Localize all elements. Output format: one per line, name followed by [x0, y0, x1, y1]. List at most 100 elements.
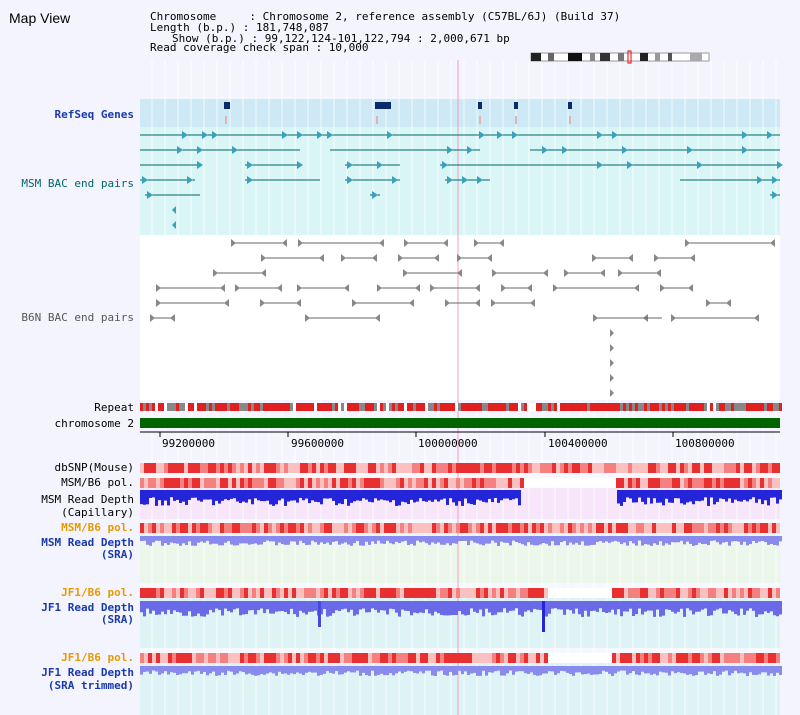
track-label-panel	[0, 0, 140, 715]
msm-pol2-cell	[160, 523, 164, 533]
jf1-pol2-cell	[720, 653, 724, 663]
msm-pol2-cell	[580, 523, 584, 533]
jf1-sra-depth-bar	[206, 601, 209, 615]
msm-pol2-cell	[236, 523, 240, 533]
jf1-pol2-cell	[732, 653, 736, 663]
jf1-trim-depth-bar	[641, 666, 644, 672]
jf1-trim-depth-bar	[155, 666, 158, 672]
msm-capillary-depth-bar	[350, 490, 353, 503]
msm-sra-depth-bar	[701, 536, 704, 545]
msm-pol-cell	[336, 478, 340, 488]
msm-pol-cell	[648, 478, 652, 488]
msm-pol2-cell	[604, 523, 608, 533]
repeat-segment	[452, 403, 455, 411]
repeat-segment	[728, 403, 731, 411]
jf1-pol-cell	[576, 588, 580, 598]
jf1-sra-depth-bar	[626, 601, 629, 612]
repeat-segment	[725, 403, 728, 411]
jf1-sra-depth-bar	[773, 601, 776, 616]
msm-pol2-cell	[420, 523, 424, 533]
msm-sra-depth-bar	[698, 536, 701, 543]
msm-sra-depth-bar	[605, 536, 608, 542]
msm-capillary-depth-bar	[497, 490, 500, 503]
repeat-segment	[344, 403, 347, 411]
jf1-trim-depth-bar	[191, 666, 194, 675]
jf1-trim-depth-bar	[683, 666, 686, 674]
msm-sra-depth-bar	[371, 536, 374, 542]
jf1-pol2-cell	[160, 653, 164, 663]
jf1-trim-depth-bar	[332, 666, 335, 674]
jf1-pol2-cell	[200, 653, 204, 663]
msm-capillary-depth-bar	[746, 490, 749, 502]
msm-capillary-depth-bar	[437, 490, 440, 502]
msm-pol-cell	[140, 478, 144, 488]
b6n-bac-end	[305, 314, 310, 322]
jf1-pol-cell	[752, 588, 756, 598]
jf1-sra-depth-bar	[632, 601, 635, 617]
dbsnp-cell	[588, 463, 592, 473]
jf1-sra-depth-bar	[659, 601, 662, 617]
msm-pol-cell	[708, 478, 712, 488]
msm-sra-depth-bar	[446, 536, 449, 544]
msm-pol2-cell	[200, 523, 204, 533]
repeat-segment	[419, 403, 422, 411]
jf1-pol2-cell	[576, 653, 580, 663]
jf1-trim-depth-bar	[716, 666, 719, 676]
msm-pol-cell	[460, 478, 464, 488]
jf1-trim-depth-bar	[410, 666, 413, 672]
dbsnp-cell	[624, 463, 628, 473]
jf1-pol2-cell	[208, 653, 212, 663]
msm-sra-depth-bar	[320, 536, 323, 543]
jf1-pol-cell	[436, 588, 440, 598]
repeat-segment	[713, 403, 716, 411]
jf1-trim-depth-bar	[569, 666, 572, 675]
jf1-pol2-cell	[248, 653, 252, 663]
jf1-trim-depth-bar	[629, 666, 632, 674]
dbsnp-cell	[412, 463, 416, 473]
msm-bac-end	[347, 161, 353, 169]
msm-pol2-cell	[732, 523, 736, 533]
dbsnp-cell	[188, 463, 192, 473]
jf1-pol2-cell	[680, 653, 684, 663]
dbsnp-cell	[300, 463, 304, 473]
dbsnp-cell	[288, 463, 292, 473]
jf1-sra-depth-bar	[389, 601, 392, 609]
jf1-sra-depth-bar	[497, 601, 500, 613]
msm-pol2-cell	[372, 523, 376, 533]
msm-sra-depth-bar	[170, 536, 173, 543]
msm-pol-cell	[664, 478, 668, 488]
msm-sra-depth-bar	[152, 536, 155, 543]
jf1-pol-cell	[732, 588, 736, 598]
jf1-pol2-cell	[452, 653, 456, 663]
msm-pol2-cell	[728, 523, 732, 533]
dbsnp-cell	[684, 463, 688, 473]
jf1-trim-depth-bar	[437, 666, 440, 672]
repeat-segment	[539, 403, 542, 411]
jf1-sra-depth-bar	[380, 601, 383, 611]
repeat-segment	[326, 403, 329, 411]
b6n-bac-end	[404, 239, 409, 247]
msm-capillary-depth-bar	[509, 490, 512, 501]
msm-sra-depth-bar	[536, 536, 539, 546]
jf1-sra-depth-bar	[737, 601, 740, 616]
jf1-trim-depth-bar	[554, 666, 557, 675]
msm-pol2-cell	[280, 523, 284, 533]
track-label-refseq-genes[interactable]: RefSeq Genes	[54, 108, 134, 121]
repeat-segment	[674, 403, 677, 411]
jf1-pol-cell	[312, 588, 316, 598]
repeat-segment	[440, 403, 443, 411]
msm-capillary-depth-bar	[383, 490, 386, 501]
msm-sra-depth-bar	[704, 536, 707, 544]
jf1-trim-depth-bar	[479, 666, 482, 676]
jf1-pol-cell	[412, 588, 416, 598]
msm-pol2-cell	[600, 523, 604, 533]
msm-capillary-depth-bar	[479, 490, 482, 501]
repeat-segment	[698, 403, 701, 411]
jf1-pol2-cell	[596, 653, 600, 663]
jf1-pol-cell	[308, 588, 312, 598]
jf1-pol-cell	[280, 588, 284, 598]
msm-pol2-cell	[692, 523, 696, 533]
msm-pol-cell	[736, 478, 740, 488]
msm-pol-cell	[632, 478, 636, 488]
